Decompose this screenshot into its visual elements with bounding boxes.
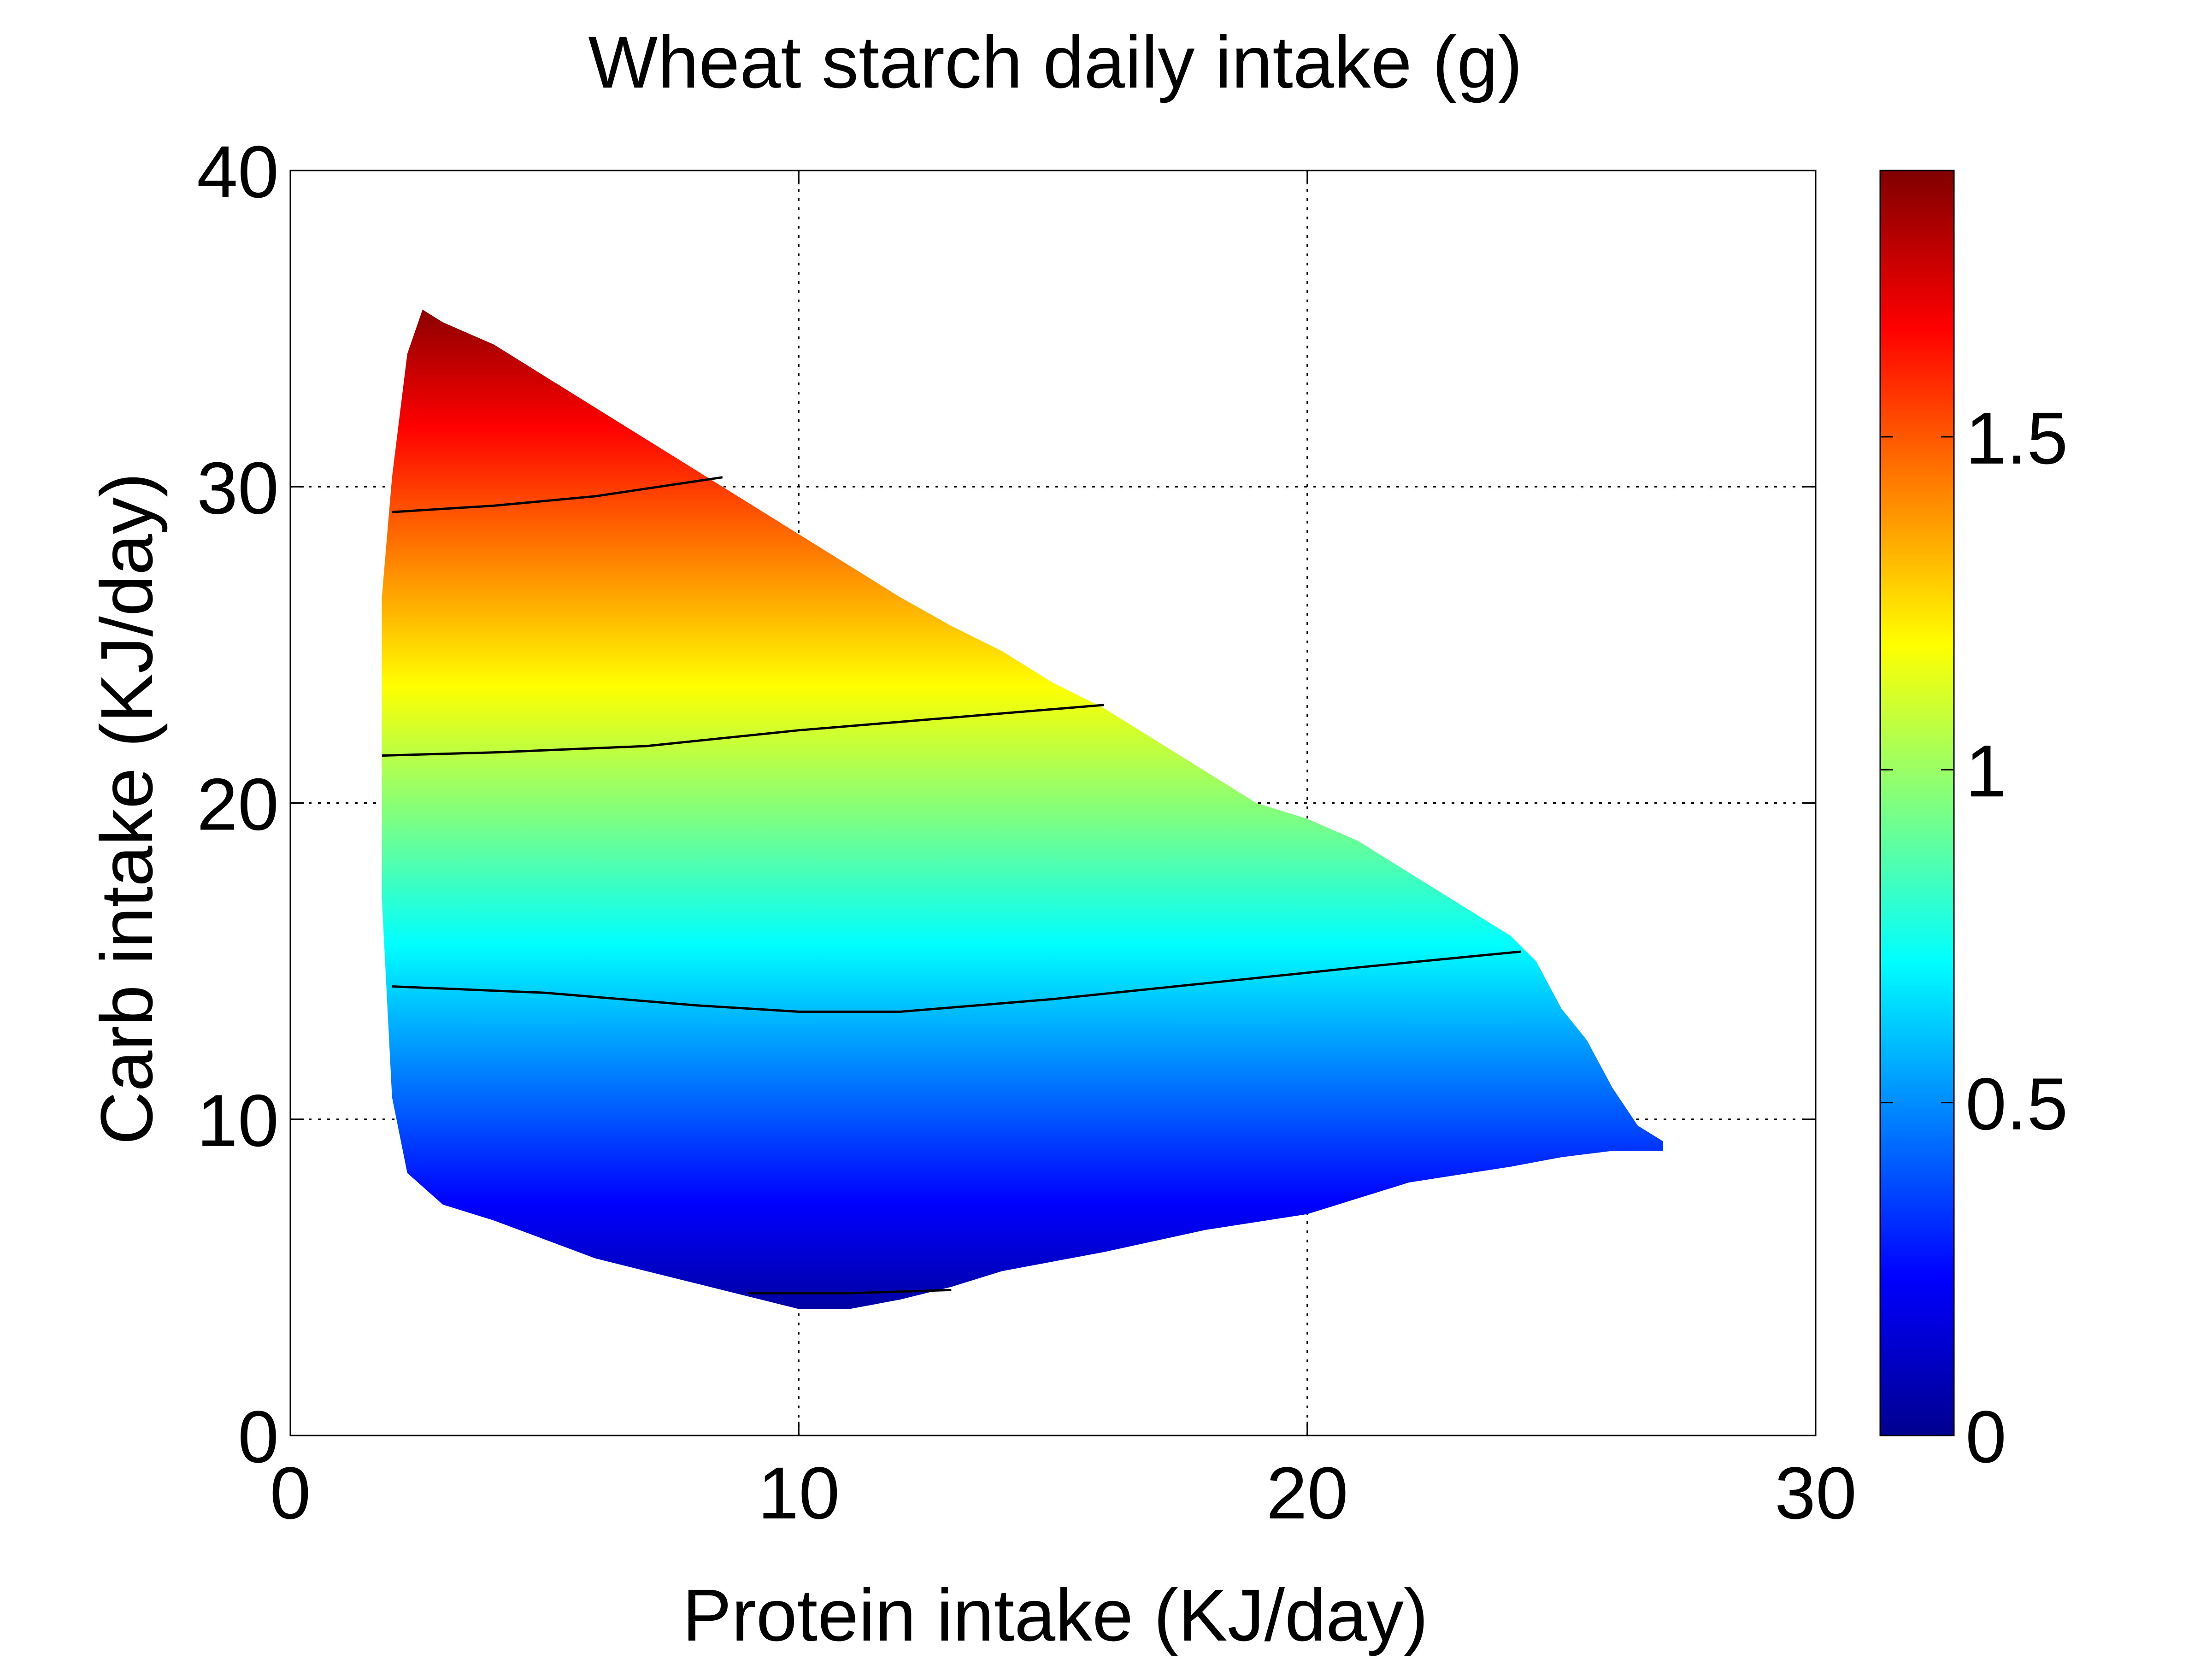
x-tick-label-20: 20 [1266, 1452, 1348, 1534]
y-axis-label: Carb intake (KJ/day) [85, 473, 168, 1145]
y-tick-label-30: 30 [197, 447, 279, 529]
colorbar-tick-label-2: 1 [1965, 729, 2006, 812]
x-axis-label: Protein intake (KJ/day) [682, 1574, 1429, 1656]
y-tick-label-0: 0 [238, 1395, 279, 1478]
colorbar-tick-label-1: 0.5 [1965, 1063, 2068, 1145]
y-tick-label-20: 20 [197, 763, 279, 846]
y-tick-label-10: 10 [197, 1079, 279, 1162]
x-ticks: 0 10 20 30 [270, 171, 1857, 1534]
x-tick-label-0: 0 [270, 1452, 311, 1534]
chart-title: Wheat starch daily intake (g) [588, 21, 1523, 103]
y-tick-label-40: 40 [197, 130, 279, 213]
colorbar [1879, 170, 1955, 1436]
x-tick-label-10: 10 [758, 1452, 840, 1534]
colorbar-tick-label-0: 0 [1965, 1395, 2006, 1478]
contour-2 [382, 704, 1104, 757]
contour-3 [392, 950, 1521, 1013]
colorbar-tick-label-3: 1.5 [1965, 397, 2068, 479]
x-tick-label-30: 30 [1775, 1452, 1857, 1534]
contour-1 [392, 476, 723, 513]
heatmap-surface [382, 309, 1663, 1309]
colorbar-ticks: 0 0.5 1 1.5 [1880, 397, 2068, 1478]
y-ticks: 0 10 20 30 40 [197, 130, 1816, 1478]
contour-4 [748, 1288, 952, 1294]
contour-lines [382, 476, 1521, 1294]
